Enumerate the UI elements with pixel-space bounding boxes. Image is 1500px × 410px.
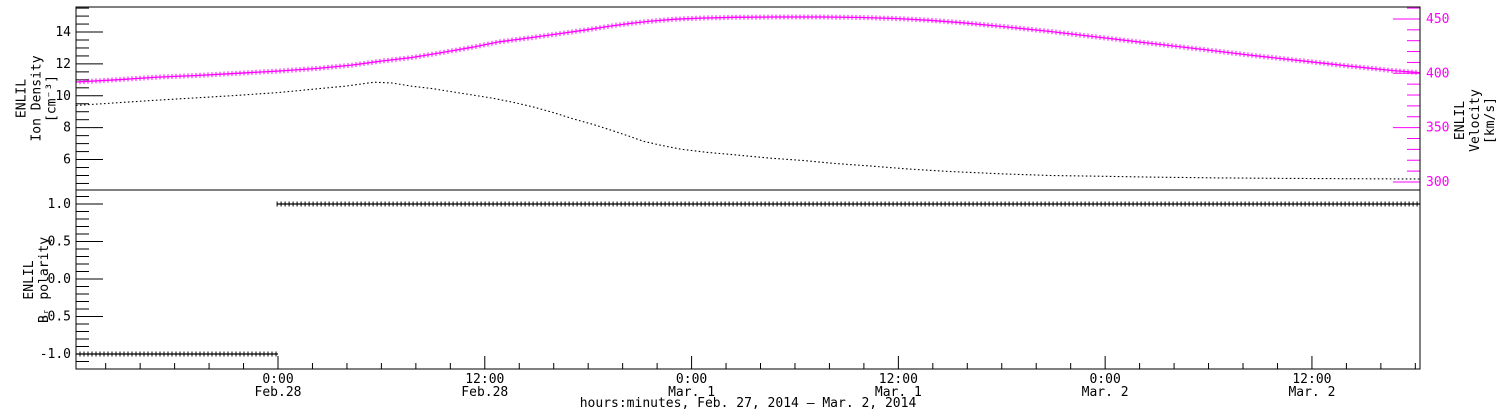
time-tick-hour: 0:00 — [676, 372, 707, 387]
density-axis-tick-label: 12 — [55, 57, 71, 72]
velocity-axis-tick-label: 350 — [1426, 121, 1449, 136]
polarity-axis-tick-label: 0.5 — [48, 235, 71, 250]
polarity-axis-tick-label: -1.0 — [40, 347, 71, 362]
time-tick-date: Feb.28 — [461, 385, 508, 400]
polarity-curve-segment-2 — [276, 201, 1420, 207]
time-tick-date: Mar. 2 — [1288, 385, 1335, 400]
velocity-axis-ticks — [1393, 7, 1420, 183]
density-axis-tick-label: 10 — [55, 89, 71, 104]
density-axis-tick-label: 14 — [55, 25, 71, 40]
velocity-axis-tick-label: 400 — [1426, 66, 1449, 81]
time-tick-date: Mar. 2 — [1082, 385, 1129, 400]
time-tick-hour: 12:00 — [465, 372, 504, 387]
polarity-axis-tick-label: 1.0 — [48, 197, 71, 212]
top-panel-border — [75, 6, 1421, 191]
time-tick-hour: 12:00 — [879, 372, 918, 387]
time-tick-date: Feb.28 — [255, 385, 302, 400]
time-tick-date: Mar. 1 — [875, 385, 922, 400]
density-axis-ticks — [76, 7, 103, 184]
density-axis-tick-labels: 14 12 10 8 6 — [55, 25, 71, 168]
velocity-axis-tick-labels: 450 400 350 300 — [1426, 12, 1449, 190]
x-axis-title: hours:minutes, Feb. 27, 2014 – Mar. 2, 2… — [579, 396, 917, 410]
time-tick-hour: 12:00 — [1292, 372, 1331, 387]
polarity-axis-tick-label: -0.5 — [40, 310, 71, 325]
polarity-axis-ticks — [76, 196, 103, 363]
density-axis-tick-label: 6 — [63, 153, 71, 168]
polarity-curve-segment-1 — [76, 351, 278, 357]
polarity-axis-tick-label: 0.0 — [48, 272, 71, 287]
polarity-axis-tick-labels: 1.0 0.5 0.0 -0.5 -1.0 — [40, 197, 71, 362]
time-tick-date: Mar. 1 — [668, 385, 715, 400]
ion-density-curve — [76, 81, 1420, 180]
time-tick-hour: 0:00 — [1089, 372, 1120, 387]
velocity-axis-tick-label: 450 — [1426, 12, 1449, 27]
bottom-panel-border — [75, 189, 1421, 370]
density-axis-tick-label: 8 — [63, 121, 71, 136]
velocity-axis-tick-label: 300 — [1426, 175, 1449, 190]
time-axis-ticks — [105, 356, 1416, 369]
velocity-curve — [76, 14, 1420, 85]
time-tick-hour: 0:00 — [262, 372, 293, 387]
